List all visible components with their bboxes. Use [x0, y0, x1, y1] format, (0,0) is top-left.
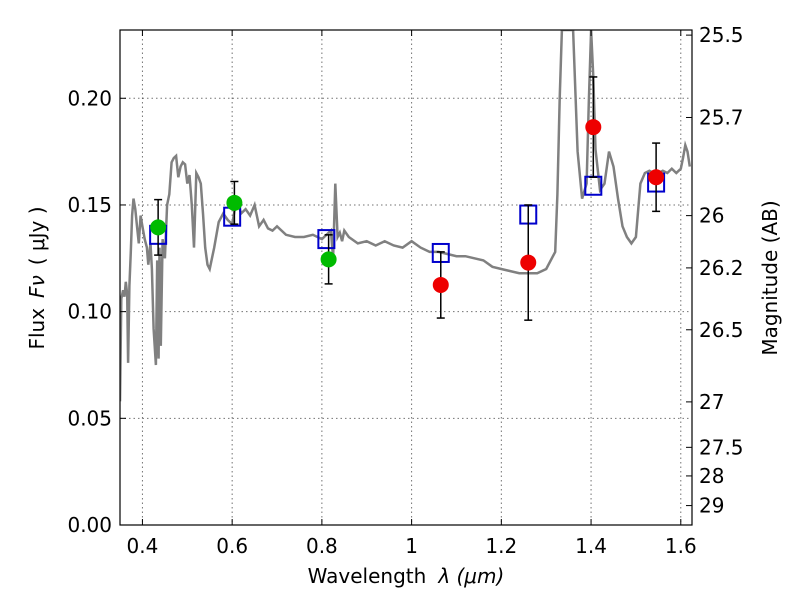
green-data-point	[226, 194, 243, 211]
y2-tick-label: 29	[699, 494, 724, 518]
y2-tick-label: 26	[699, 204, 724, 228]
y2-tick-label: 25.5	[699, 23, 744, 47]
x-tick-label: 1	[405, 534, 418, 558]
grid-lines	[120, 30, 692, 526]
y2-tick-label: 25.7	[699, 105, 744, 129]
green-data-point	[320, 251, 337, 268]
model-spectrum-line	[120, 30, 692, 402]
y-tick-label: 0.05	[67, 406, 112, 430]
data-markers	[149, 76, 666, 321]
x-tick-label: 1.4	[575, 534, 607, 558]
y2-tick-label: 27	[699, 390, 724, 414]
model-flux-square	[317, 229, 336, 250]
y-tick-label: 0.10	[67, 300, 112, 324]
red-data-point	[432, 276, 449, 293]
x-tick-label: 0.4	[127, 534, 159, 558]
y-tick-label: 0.20	[67, 86, 112, 110]
y2-tick-label: 27.5	[699, 435, 744, 459]
x-tick-label: 0.8	[306, 534, 338, 558]
x-axis-title: Wavelength λ (μm)	[308, 564, 505, 588]
y-tick-label: 0.00	[67, 513, 112, 537]
axis-ticks: 0.4 0.6 0.8 1 1.2 1.4 1.6 0.00 0.05 0.10 0.15 0.20 2…	[67, 23, 743, 558]
y-tick-label: 0.15	[67, 193, 112, 217]
x-tick-label: 1.6	[665, 534, 697, 558]
red-data-point	[520, 254, 537, 271]
y-axis-title: FluxFν( μJy )	[25, 206, 49, 349]
red-data-point	[648, 169, 665, 186]
green-data-point	[150, 219, 167, 236]
y2-tick-label: 28	[699, 464, 724, 488]
plot-frame	[119, 29, 693, 526]
x-tick-label: 1.2	[485, 534, 517, 558]
x-tick-label: 0.6	[216, 534, 248, 558]
y2-tick-label: 26.2	[699, 256, 744, 280]
y2-axis-title: Magnitude (AB)	[758, 200, 782, 355]
y2-tick-label: 26.5	[699, 318, 744, 342]
red-data-point	[585, 119, 602, 136]
